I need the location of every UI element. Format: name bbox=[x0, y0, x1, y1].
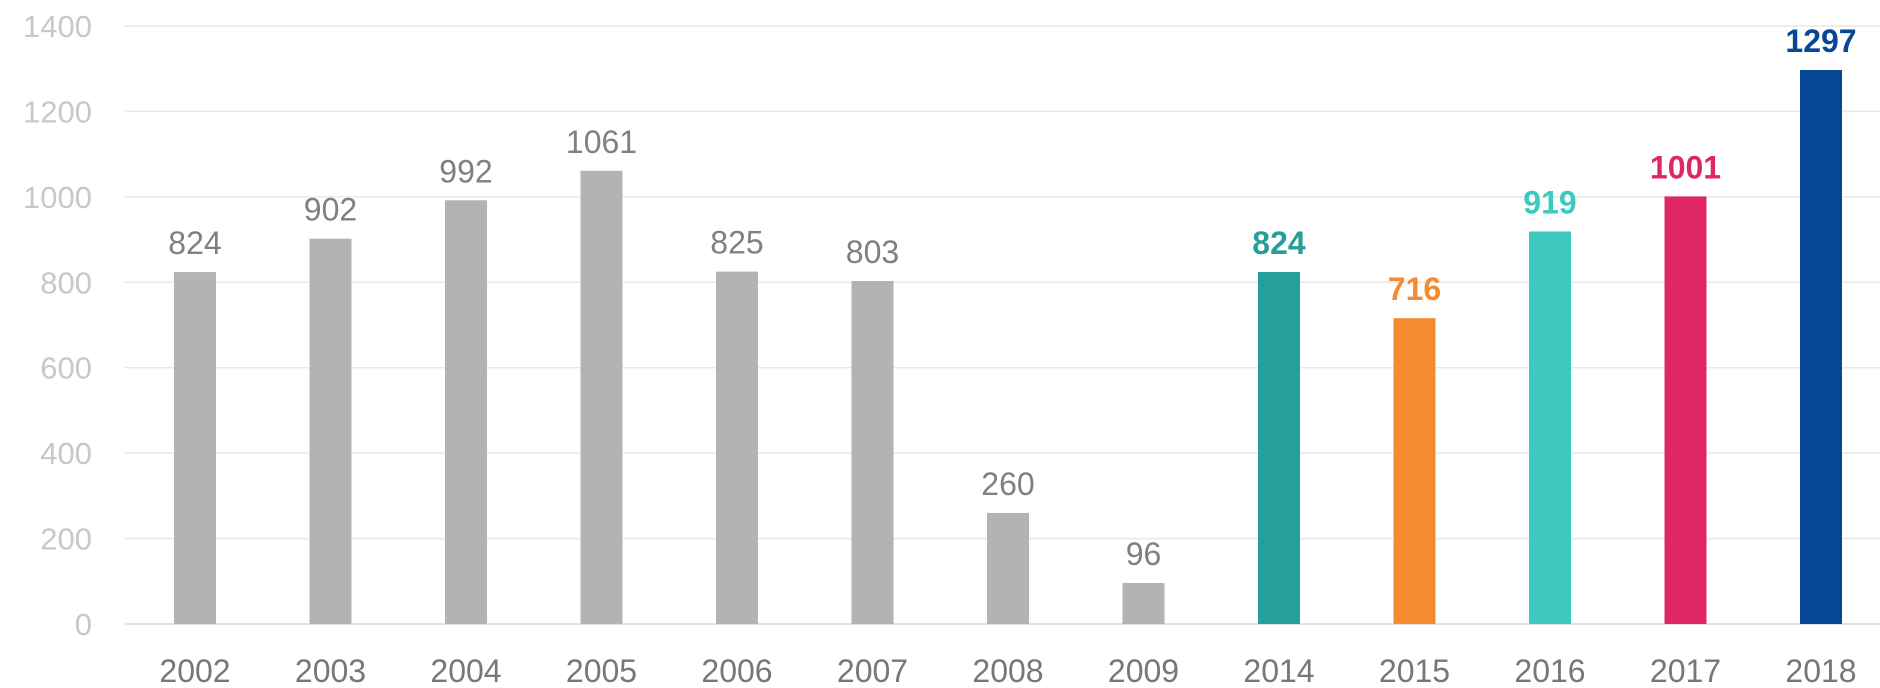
bar-2003 bbox=[309, 238, 352, 624]
y-tick-label: 800 bbox=[40, 265, 92, 300]
bar-2002 bbox=[174, 272, 216, 624]
y-tick-label: 0 bbox=[75, 607, 92, 642]
data-label-2002: 824 bbox=[168, 225, 221, 261]
data-label-2003: 902 bbox=[304, 192, 357, 228]
x-tick-label-2009: 2009 bbox=[1108, 653, 1179, 688]
grid-layer bbox=[125, 25, 1880, 625]
x-tick-label-2007: 2007 bbox=[837, 653, 908, 688]
x-tick-label-2004: 2004 bbox=[430, 653, 501, 688]
x-tick-label-2018: 2018 bbox=[1785, 653, 1856, 688]
x-tick-label-2002: 2002 bbox=[159, 653, 230, 688]
x-axis: 2002 2003 2004 2005 2006 2007 2008 2009 2014 2015… bbox=[159, 653, 1856, 688]
bar-2015 bbox=[1393, 318, 1436, 624]
bar-2005 bbox=[580, 170, 623, 624]
bar-2014 bbox=[1258, 272, 1300, 624]
y-axis: 0 200 400 600 800 1000 1200 1400 bbox=[23, 9, 92, 642]
bar-2017 bbox=[1664, 196, 1707, 624]
data-label-2004: 992 bbox=[439, 153, 492, 189]
data-label-2006: 825 bbox=[710, 225, 763, 261]
x-tick-label-2003: 2003 bbox=[295, 653, 366, 688]
y-tick-label: 400 bbox=[40, 436, 92, 471]
bar-2018 bbox=[1800, 69, 1842, 624]
data-label-2007: 803 bbox=[846, 234, 899, 270]
data-label-2009: 96 bbox=[1126, 536, 1162, 572]
x-tick-label-2015: 2015 bbox=[1379, 653, 1450, 688]
data-label-2016: 919 bbox=[1523, 184, 1576, 220]
y-tick-label: 1400 bbox=[23, 9, 92, 44]
y-tick-label: 600 bbox=[40, 351, 92, 386]
y-tick-label: 1200 bbox=[23, 94, 92, 129]
x-tick-label-2017: 2017 bbox=[1650, 653, 1721, 688]
x-tick-label-2016: 2016 bbox=[1514, 653, 1585, 688]
data-label-2014: 824 bbox=[1252, 225, 1306, 261]
data-label-2005: 1061 bbox=[566, 124, 637, 160]
bar-2008 bbox=[987, 512, 1029, 624]
data-label-2015: 716 bbox=[1388, 271, 1441, 307]
x-tick-label-2014: 2014 bbox=[1243, 653, 1314, 688]
bar-2006 bbox=[716, 271, 758, 624]
data-labels-layer: 824 902 992 1061 825 803 260 96 824 716 919 1001 129… bbox=[168, 23, 1856, 572]
y-tick-label: 200 bbox=[40, 522, 92, 557]
y-tick-label: 1000 bbox=[23, 180, 92, 215]
data-label-2008: 260 bbox=[981, 466, 1034, 502]
x-tick-label-2005: 2005 bbox=[566, 653, 637, 688]
data-label-2017: 1001 bbox=[1650, 149, 1721, 185]
x-tick-label-2008: 2008 bbox=[972, 653, 1043, 688]
bar-2016 bbox=[1529, 231, 1571, 624]
bars-layer bbox=[174, 69, 1842, 624]
bar-2004 bbox=[445, 200, 487, 624]
data-label-2018: 1297 bbox=[1785, 23, 1856, 59]
x-tick-label-2006: 2006 bbox=[701, 653, 772, 688]
bar-2009 bbox=[1122, 582, 1165, 624]
bar-2007 bbox=[851, 281, 894, 624]
